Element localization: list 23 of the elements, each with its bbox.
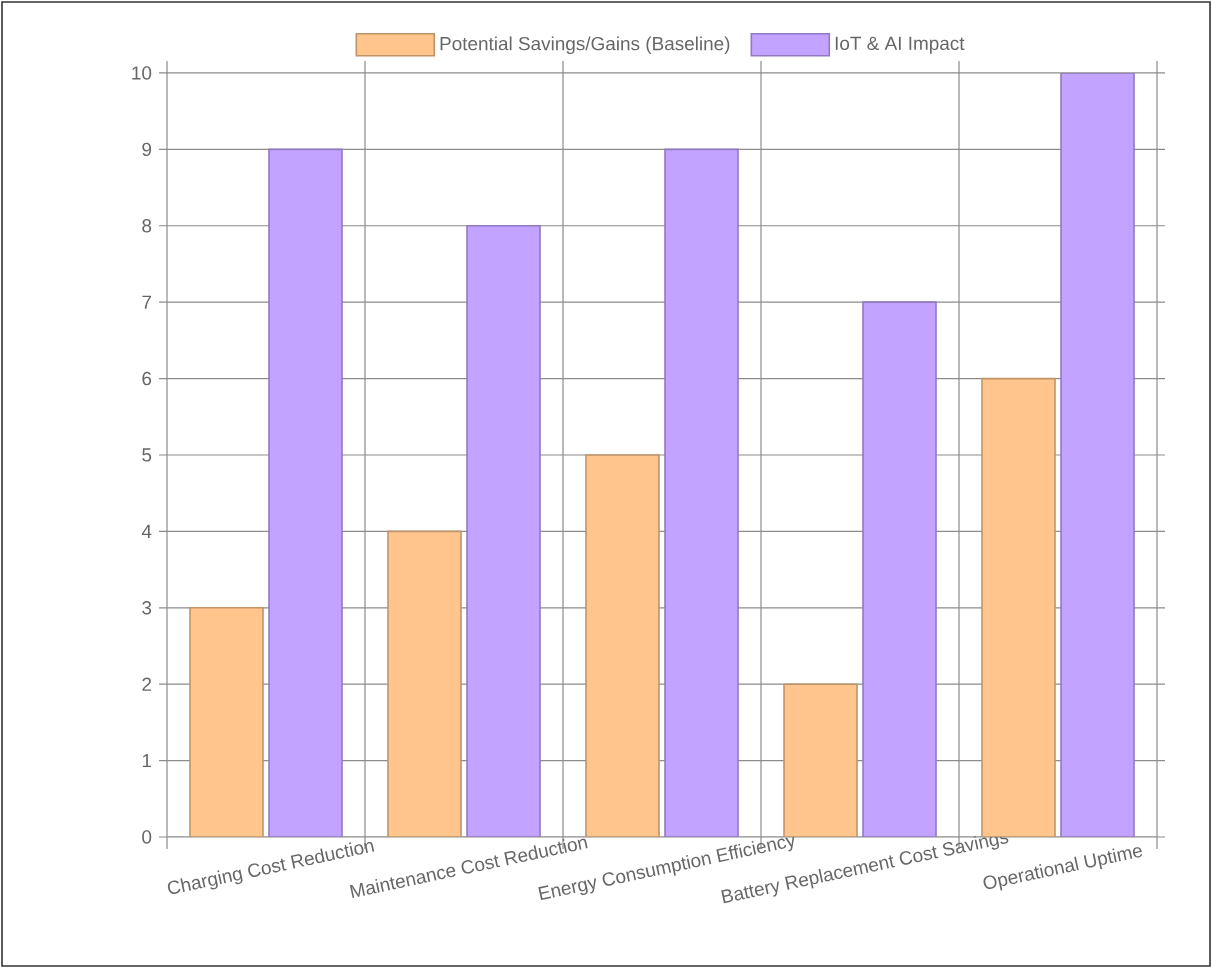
- bar: [466, 224, 541, 837]
- y-tick-label: 10: [132, 66, 152, 80]
- bar: [981, 377, 1056, 837]
- y-tick-label: 0: [142, 830, 152, 844]
- bar: [189, 606, 264, 837]
- bar: [1060, 72, 1135, 837]
- legend-label: IoT & AI Impact: [835, 36, 965, 54]
- bar: [387, 530, 462, 837]
- y-tick-label: 1: [142, 754, 152, 768]
- y-tick-label: 7: [142, 295, 152, 309]
- y-tick-label: 9: [142, 142, 152, 157]
- y-tick-label: 3: [142, 601, 152, 615]
- bar: [862, 301, 937, 837]
- y-tick-label: 6: [142, 371, 152, 386]
- y-tick-label: 8: [142, 219, 152, 233]
- y-tick-label: 4: [141, 524, 152, 538]
- bar: [783, 683, 858, 837]
- y-tick-label: 5: [142, 448, 152, 462]
- legend-label: Potential Savings/Gains (Baseline): [440, 36, 730, 55]
- bar: [268, 148, 343, 837]
- y-tick-label: 2: [142, 677, 152, 691]
- bar: [585, 454, 660, 837]
- bar: [664, 148, 739, 837]
